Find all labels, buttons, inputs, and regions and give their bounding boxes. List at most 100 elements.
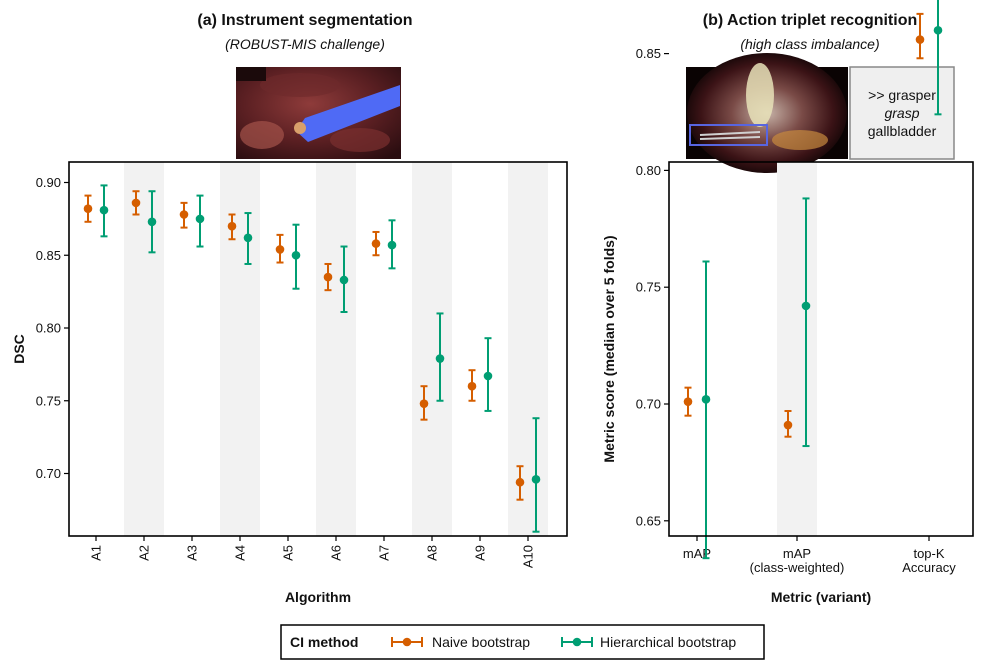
x-tick-label-A5: A5 [281,545,296,561]
hierarchical-metric-2 [933,0,943,116]
naive-A8 [419,385,429,421]
naive-metric-0-point [683,397,693,406]
y-tick-label: 0.90 [36,175,61,190]
hierarchical-A10-point [531,475,541,484]
naive-A3-point [179,210,189,219]
panel-a-x-axis: A1 A2 A3 A4 A5 A6 A7 A8 A9 A10 [89,536,536,568]
naive-metric-2 [915,12,925,60]
legend-key-point [402,637,412,647]
panel-a-title: (a) Instrument segmentation [197,12,412,29]
triplet-thumbnail [686,53,848,173]
segmentation-thumbnail [236,67,401,159]
y-tick-label: 0.80 [36,321,61,336]
legend-title: CI method [290,634,358,650]
legend-frame [280,624,765,660]
hierarchical-metric-1 [801,197,811,448]
instrument-bounding-box [689,124,768,146]
panel-b-plot: 0.600.650.700.750.800.850.90 mAPmAP(clas… [601,0,974,645]
hierarchical-A3 [195,194,205,248]
x-tick-label: top-K [913,546,944,561]
hierarchical-A6 [339,245,349,313]
naive-A9 [467,369,477,402]
legend-key-point [572,637,582,647]
x-tick-label-A8: A8 [425,545,440,561]
naive-A4 [227,213,237,241]
y-tick-label: 0.85 [36,248,61,263]
hierarchical-metric-1-point [801,301,811,311]
hierarchical-A5 [291,223,301,290]
triplet-verb-label: grasp [884,105,919,121]
panel-b-marks [683,0,943,560]
panel-a-subtitle: (ROBUST-MIS challenge) [225,36,385,52]
triplet-label-box: >> grasper grasp gallbladder [849,66,955,160]
naive-A2-point [131,198,141,208]
naive-A6 [323,262,333,292]
hierarchical-metric-0 [701,260,711,560]
hierarchical-A1 [99,184,109,238]
triplet-instrument-label: >> grasper [868,87,936,103]
x-tick-label-A4: A4 [233,545,248,561]
panel-b-y-label: Metric score (median over 5 folds) [601,235,617,462]
legend: CI method Naive bootstrap Hierarchical b… [280,624,765,660]
legend-naive-label: Naive bootstrap [432,634,530,650]
band-category-1 [777,162,817,536]
band-A10 [508,162,548,536]
y-tick-label: 0.75 [36,393,61,408]
band-A6 [316,162,356,536]
panel-a-shading [124,162,548,536]
hierarchical-A4 [243,212,253,265]
hierarchical-A2 [147,190,157,254]
naive-A6-point [323,272,333,282]
hierarchical-A4-point [243,233,253,243]
hierarchical-metric-0-point [701,395,711,404]
hierarchical-A8 [435,312,445,402]
naive-A5-point [275,245,285,254]
x-tick-label-A6: A6 [329,545,344,561]
hierarchical-A9-point [483,371,493,381]
naive-metric-2-point [915,35,925,44]
naive-A10 [515,465,525,501]
naive-A10-point [515,477,525,487]
band-A4 [220,162,260,536]
panel-b-x-label: Metric (variant) [771,589,871,605]
naive-A5 [275,233,285,264]
naive-A4-point [227,221,237,231]
panel-b-y-axis: 0.600.650.700.750.800.850.90 [636,46,669,645]
band-A2 [124,162,164,536]
hierarchical-A6-point [339,275,349,285]
y-tick-label: 0.80 [636,163,661,178]
band-A8 [412,162,452,536]
panel-a-frame [68,161,568,537]
y-tick-label: 0.65 [636,513,661,528]
naive-metric-1-point [783,420,793,430]
y-tick-label: 0.70 [36,466,61,481]
hierarchical-A1-point [99,205,109,215]
naive-A2 [131,190,141,216]
naive-A1-point [83,204,93,213]
x-tick-label-A10: A10 [521,545,536,568]
panel-b-shading [777,162,817,536]
panel-b-subtitle: (high class imbalance) [740,36,879,52]
legend-hierarchical-label: Hierarchical bootstrap [600,634,736,650]
hierarchical-A5-point [291,250,301,260]
legend-hierarchical-key [561,637,593,647]
hierarchical-A3-point [195,214,205,224]
x-tick-label-A9: A9 [473,545,488,561]
hierarchical-A7-point [387,240,397,250]
naive-A9-point [467,381,477,391]
y-tick-label: 0.75 [636,280,661,295]
panel-b-title: (b) Action triplet recognition [703,12,918,29]
hierarchical-A2-point [147,217,157,227]
x-tick-label: (class-weighted) [750,560,845,575]
x-tick-label-A3: A3 [185,545,200,561]
panel-b-frame [668,161,974,537]
y-tick-label: 0.85 [636,46,661,61]
x-tick-label-A2: A2 [137,545,152,561]
panel-a-plot: 0.700.750.800.850.90 A1 A2 A3 A4 A5 A6 A7 A8 A9 A… [11,161,568,605]
triplet-target-label: gallbladder [868,123,937,139]
x-tick-label: mAP [783,546,811,561]
naive-A7 [371,230,381,257]
naive-A1 [83,194,93,223]
